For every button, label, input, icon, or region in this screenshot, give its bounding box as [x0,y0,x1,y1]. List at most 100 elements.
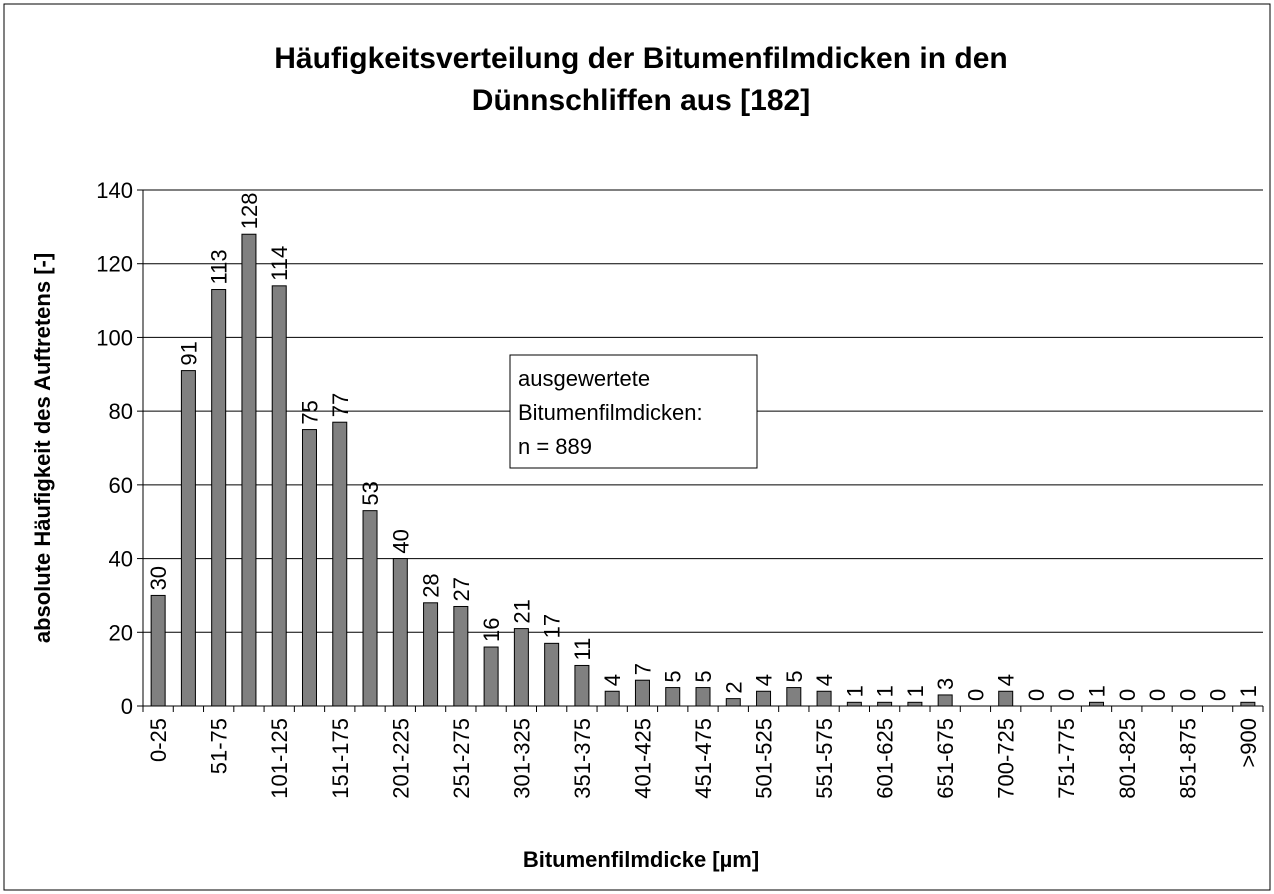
x-tick-label: 351-375 [570,718,595,799]
bar [846,701,862,707]
x-tick-label: 301-325 [509,718,534,799]
bar [423,602,439,707]
bar [150,594,166,707]
y-tick-label: 40 [109,547,133,572]
x-tick-label: 501-525 [752,718,777,799]
y-tick-label: 80 [109,399,133,424]
x-tick-label: 51-75 [207,718,232,774]
bar [725,698,741,707]
x-tick-label: 401-425 [630,718,655,799]
bar [604,690,620,707]
data-label: 53 [358,481,383,505]
data-label: 28 [419,573,444,597]
data-label: 0 [963,689,988,701]
annotation: ausgewertete [518,366,650,391]
bar [1089,701,1105,707]
data-label: 2 [721,681,746,693]
data-label: 77 [328,393,353,417]
data-label: 0 [1054,689,1079,701]
data-label: 17 [540,614,565,638]
bar [756,690,772,707]
bar [271,285,287,707]
bar [574,664,590,707]
bar [665,687,681,707]
data-label: 91 [176,341,201,365]
bar [241,233,257,707]
annotation: Bitumenfilmdicken: [518,400,703,425]
data-label: 16 [479,618,504,642]
bar [877,701,893,707]
data-label: 1 [1085,685,1110,697]
data-label: 1 [842,685,867,697]
bar [695,687,711,707]
y-tick-label: 140 [96,178,133,203]
data-label: 75 [297,400,322,424]
x-tick-label: 0-25 [146,718,171,762]
x-tick-label: 251-275 [449,718,474,799]
x-tick-label: >900 [1236,718,1261,768]
x-tick-label: 601-625 [873,718,898,799]
x-tick-label: 101-125 [267,718,292,799]
bar [180,370,196,707]
y-tick-label: 20 [109,620,133,645]
bar [786,687,802,707]
bar [453,605,469,707]
bar [483,646,499,707]
data-label: 11 [570,638,595,661]
data-label: 4 [752,674,777,686]
x-tick-label: 201-225 [388,718,413,799]
x-tick-label: 751-775 [1054,718,1079,799]
annotation-box [509,354,758,469]
y-tick-label: 120 [96,252,133,277]
y-axis-label: absolute Häufigkeit des Auftretens [-] [30,253,55,643]
bar [332,421,348,707]
data-label: 27 [449,577,474,601]
chart-title: Dünnschliffen aus [182] [472,84,810,117]
data-label: 21 [509,599,534,623]
bar [362,510,378,707]
data-label: 114 [267,246,292,281]
chart-title: Häufigkeitsverteilung der Bitumenfilmdic… [274,42,1007,75]
data-label: 113 [207,249,232,284]
data-label: 5 [782,670,807,682]
bar [907,701,923,707]
data-label: 30 [146,566,171,590]
data-label: 1 [903,685,928,697]
x-tick-label: 151-175 [328,718,353,799]
data-label: 0 [1206,689,1231,701]
data-label: 1 [1236,685,1261,697]
y-tick-label: 0 [121,694,133,719]
bar [816,690,832,707]
bar [544,642,560,707]
data-label: 3 [933,678,958,690]
data-label: 40 [388,529,413,553]
x-tick-label: 551-575 [812,718,837,799]
annotation: n = 889 [518,434,592,459]
bar [998,690,1014,707]
bar [392,558,408,707]
data-label: 5 [691,670,716,682]
data-label: 5 [661,670,686,682]
bar [513,628,529,707]
data-label: 0 [1145,689,1170,701]
bar [634,679,650,707]
data-label: 4 [600,674,625,686]
data-label: 1 [873,685,898,697]
x-axis-label: Bitumenfilmdicke [µm] [523,847,759,872]
x-tick-label: 801-825 [1115,718,1140,799]
bar [1240,701,1256,707]
y-tick-label: 60 [109,473,133,498]
data-label: 0 [1024,689,1049,701]
bar [937,694,953,707]
data-label: 128 [237,193,262,230]
y-tick-label: 100 [96,325,133,350]
data-label: 0 [1175,689,1200,701]
x-tick-label: 851-875 [1175,718,1200,799]
x-tick-label: 451-475 [691,718,716,799]
data-label: 7 [630,663,655,675]
data-label: 4 [812,674,837,686]
bar [211,289,227,707]
bar [301,429,317,707]
x-tick-label: 651-675 [933,718,958,799]
